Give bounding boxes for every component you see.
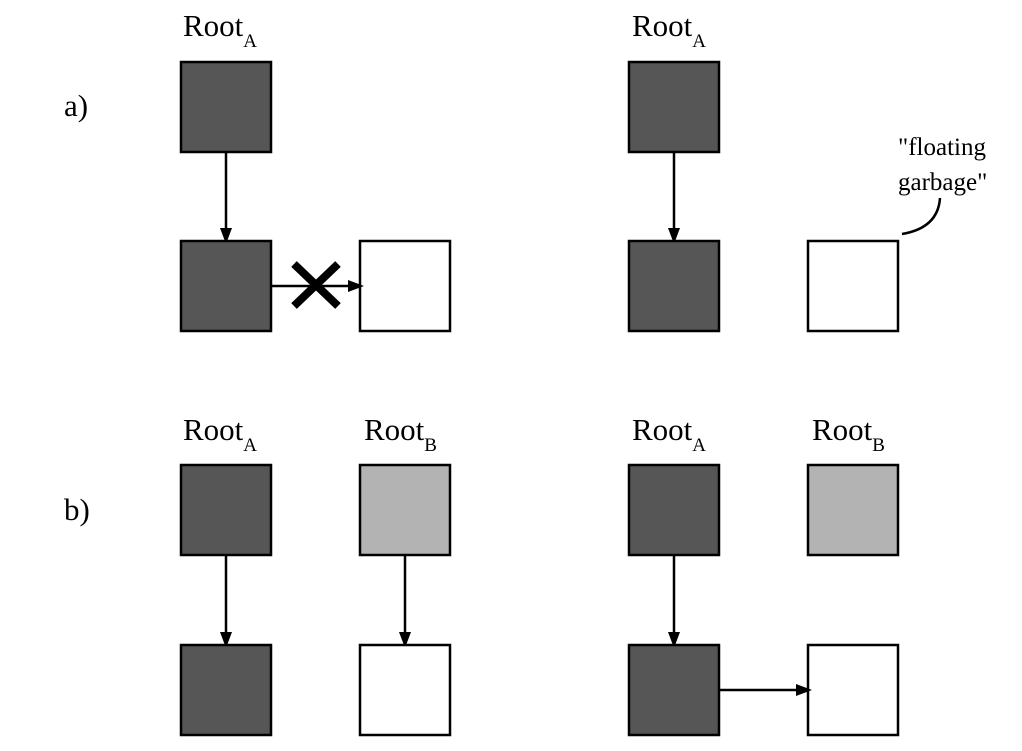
row-a-before-root-a-label: RootA [183, 8, 257, 52]
row-b-after-panel: RootA RootB [627, 412, 900, 737]
row-a-before-child-object [179, 239, 273, 333]
row-a-before-root-pointer-head [220, 228, 232, 244]
row-b-before-root-b-label: RootB [364, 412, 437, 456]
row-a-before-panel: RootA [179, 8, 452, 333]
row-b-after-new-pointer-head [796, 684, 812, 696]
row-b-before-root-a-pointer-head [220, 632, 232, 648]
row-b-after-root-a-pointer-head [668, 632, 680, 648]
row-b-after-root-b-object [806, 463, 900, 557]
row-b-before-root-a-label: RootA [183, 412, 257, 456]
row-b-before-root-b-pointer-head [399, 632, 411, 648]
floating-garbage-annotation-line2: garbage" [898, 169, 987, 196]
row-a-after-root-pointer-head [668, 228, 680, 244]
row-b-after-root-b-label: RootB [812, 412, 885, 456]
row-a-before-white-object [358, 239, 452, 333]
row-a-label: a) [64, 88, 88, 123]
row-b-after-root-a-child-object [627, 643, 721, 737]
row-a-before-root-object [179, 60, 273, 154]
row-b-label: b) [64, 492, 90, 527]
floating-garbage-callout-line [901, 197, 942, 236]
row-b-before-root-b-object [358, 463, 452, 557]
row-b-after-white-object [806, 643, 900, 737]
floating-garbage-annotation-line1: "floating [898, 134, 986, 161]
row-b-before-root-a-child-object [179, 643, 273, 737]
row-b-before-root-a-object [179, 463, 273, 557]
row-a-before-deleted-pointer-head [348, 280, 364, 292]
row-a-after-floating-object [806, 239, 900, 333]
row-a-after-panel: RootA "floating garbage" [627, 8, 987, 333]
row-b-after-root-a-label: RootA [632, 412, 706, 456]
row-a-after-root-object [627, 60, 721, 154]
row-b-after-root-a-object [627, 463, 721, 557]
row-a-after-child-object [627, 239, 721, 333]
delete-x-icon [291, 261, 341, 309]
row-a-after-root-a-label: RootA [632, 8, 706, 52]
row-b-before-root-b-child-object [358, 643, 452, 737]
row-b-before-panel: RootA RootB [179, 412, 452, 737]
